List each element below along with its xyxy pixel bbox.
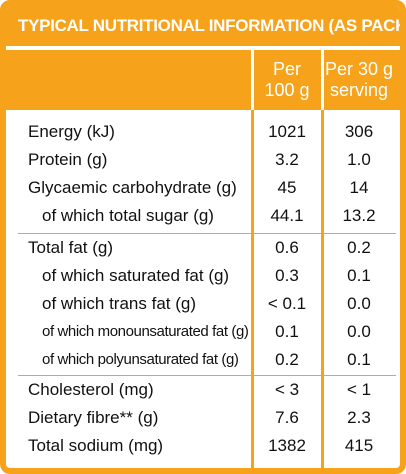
row-value-per-100g: 7.6 [275,408,299,427]
table-row: Protein (g) 3.2 1.0 [6,146,400,174]
row-value-per-serving: 0.2 [347,238,371,257]
row-value-per-100g: 0.1 [275,322,299,341]
table-row: of which polyunsaturated fat (g) 0.2 0.1 [6,346,400,374]
table-row: of which trans fat (g) < 0.1 0.0 [6,290,400,318]
row-value-per-serving: 306 [344,122,374,141]
table-title: TYPICAL NUTRITIONAL INFORMATION (AS PACK… [6,6,400,46]
column-header-per-100g-line1: Per [272,59,301,79]
row-label: of which trans fat (g) [42,294,197,313]
row-label: Dietary fibre** (g) [28,408,159,427]
column-header-per-100g: Per 100 g [254,50,320,110]
row-value-per-serving: 13.2 [342,206,376,225]
row-value-per-serving: 1.0 [347,150,371,169]
row-label: of which total sugar (g) [42,206,214,225]
row-value-per-100g: 1021 [268,122,306,141]
row-label: Cholesterol (mg) [28,380,154,399]
row-value-per-serving: 14 [349,178,369,197]
row-value-per-serving: 0.1 [347,266,371,285]
row-label: Protein (g) [28,150,108,169]
header-divider-right [321,50,324,110]
table-row: Energy (kJ) 1021 306 [6,118,400,146]
table-row: of which saturated fat (g) 0.3 0.1 [6,262,400,290]
column-header-per-serving: Per 30 g serving [324,50,394,110]
row-value-per-100g: < 3 [274,380,300,399]
column-divider-left [251,110,254,468]
row-value-per-serving: 0.0 [347,294,371,313]
section-divider [18,233,396,234]
column-header-per-100g-line2: 100 g [264,80,310,100]
row-value-per-serving: < 1 [346,380,372,399]
table-row: Glycaemic carbohydrate (g) 45 14 [6,174,400,202]
row-label: of which saturated fat (g) [42,266,230,285]
row-value-per-100g: 1382 [268,436,306,455]
row-value-per-serving: 0.1 [347,350,371,369]
row-value-per-100g: 44.1 [270,206,304,225]
row-label: Energy (kJ) [28,122,115,141]
table-row: Dietary fibre** (g) 7.6 2.3 [6,404,400,432]
row-value-per-100g: 0.3 [275,266,299,285]
row-value-per-100g: 0.6 [275,238,299,257]
column-divider-right [321,110,324,468]
header-divider-left [251,50,254,110]
row-value-per-serving: 415 [344,436,374,455]
row-label: of which polyunsaturated fat (g) [42,351,239,368]
row-label: Glycaemic carbohydrate (g) [28,178,237,197]
section-divider [18,375,396,376]
row-value-per-serving: 0.0 [347,322,371,341]
row-label: of which monounsaturated fat (g) [42,323,249,340]
nutrition-rows: Energy (kJ) 1021 306 Protein (g) 3.2 1.0… [6,110,400,468]
row-value-per-100g: 0.2 [275,350,299,369]
table-row: Total sodium (mg) 1382 415 [6,432,400,460]
column-header-per-serving-line2: serving [329,80,389,100]
table-row: Cholesterol (mg) < 3 < 1 [6,376,400,404]
table-row: Total fat (g) 0.6 0.2 [6,234,400,262]
row-value-per-serving: 2.3 [347,408,371,427]
row-value-per-100g: 45 [277,178,297,197]
column-header-band: Per 100 g Per 30 g serving [6,46,400,110]
row-label: Total fat (g) [28,238,114,257]
row-value-per-100g: < 0.1 [267,294,307,313]
column-header-per-serving-line1: Per 30 g [324,59,394,79]
row-label: Total sodium (mg) [28,436,164,455]
table-row: of which monounsaturated fat (g) 0.1 0.0 [6,318,400,346]
row-value-per-100g: 3.2 [275,150,299,169]
table-row: of which total sugar (g) 44.1 13.2 [6,202,400,230]
